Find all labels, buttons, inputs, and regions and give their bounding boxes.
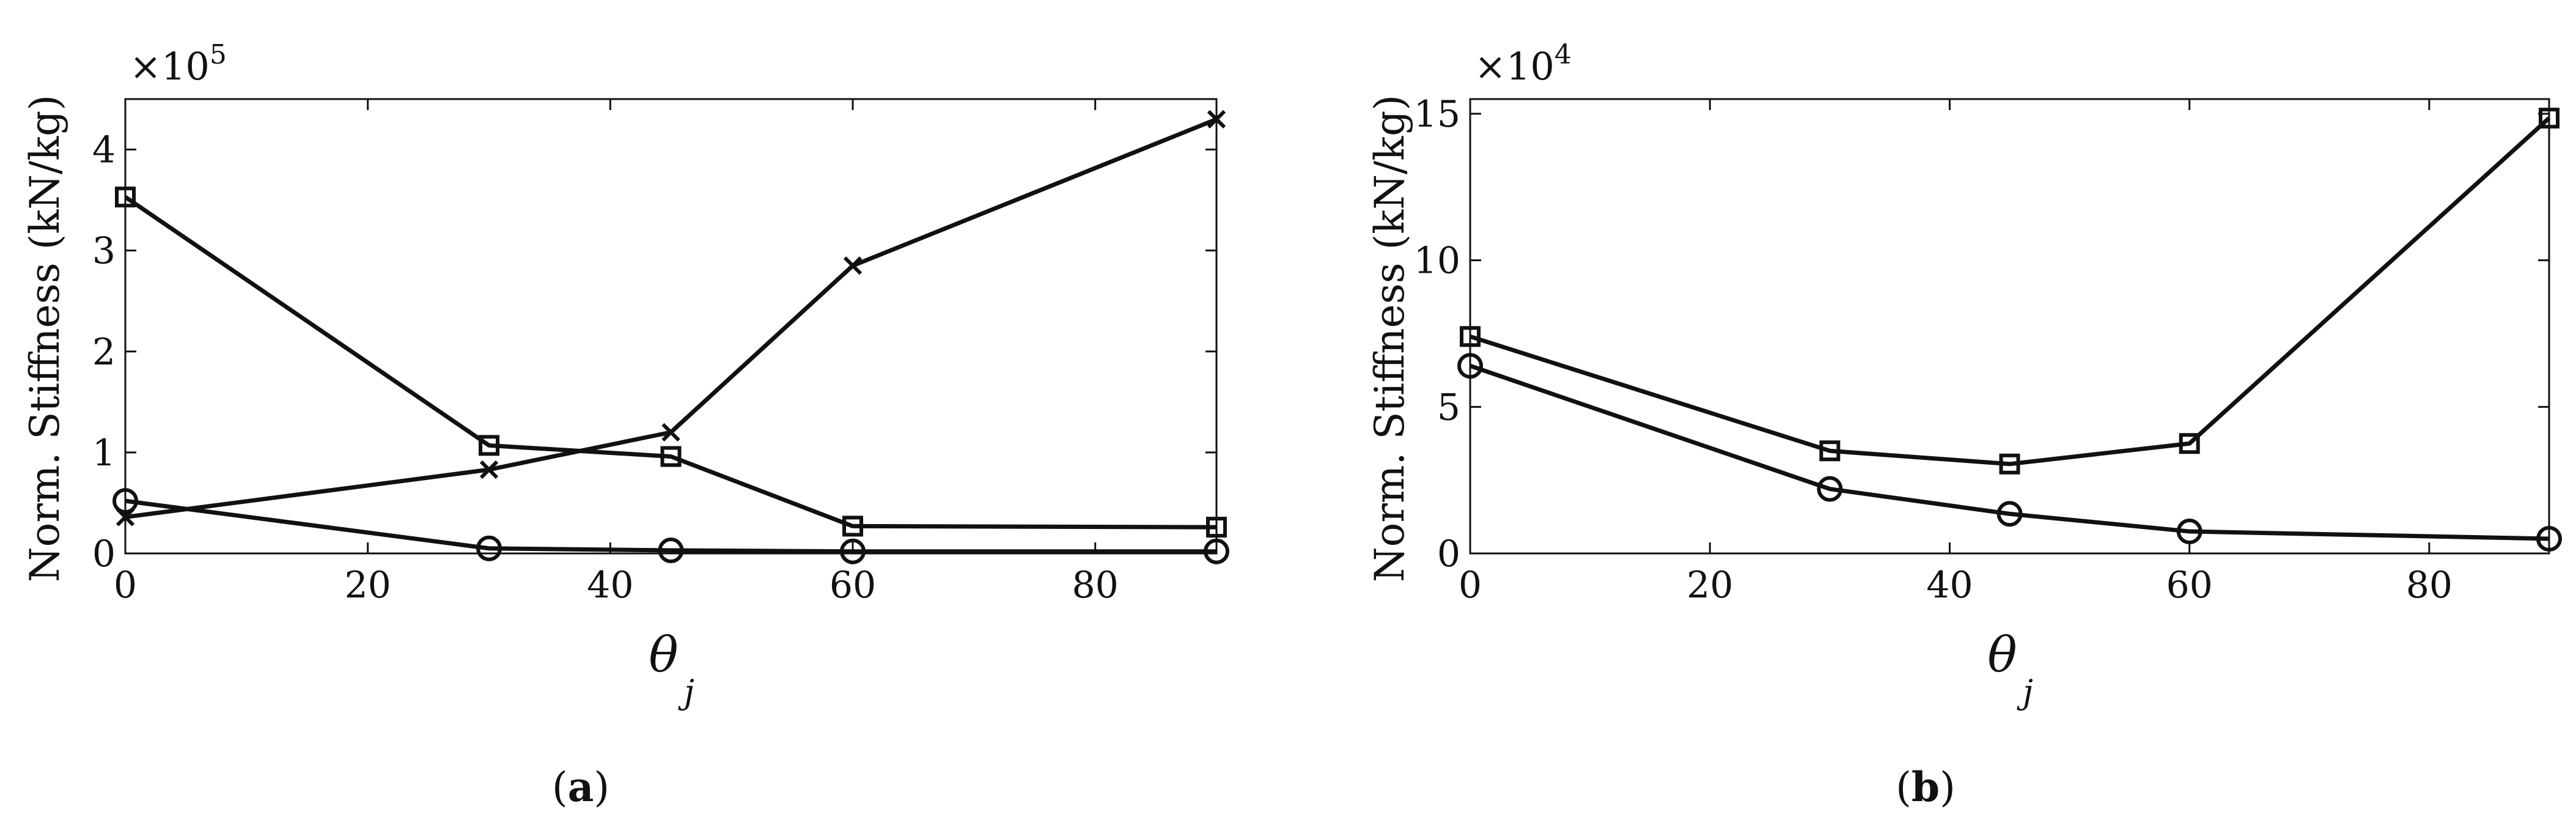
circle-marker	[1457, 353, 1483, 379]
series-line-circle	[125, 498, 1216, 554]
panel-caption: (a)	[552, 763, 609, 811]
x-marker	[843, 256, 863, 275]
series-line-circle	[1469, 363, 2550, 541]
y-tick-label: 15	[1414, 93, 1460, 136]
y-tick-label: 0	[92, 533, 116, 575]
series-line-square	[124, 195, 1217, 530]
y-axis-label: Norm. Stiffness (kN/kg)	[1366, 95, 1413, 582]
y-multiplier-exponent: 5	[210, 39, 227, 70]
circle-marker	[1996, 501, 2023, 527]
circle-marker	[2536, 526, 2562, 552]
x-marker-stroke	[843, 256, 863, 275]
square-marker	[2179, 433, 2200, 454]
x-marker-stroke	[1207, 109, 1226, 129]
y-tick-label: 0	[1437, 533, 1460, 575]
x-tick-label: 80	[2406, 564, 2453, 607]
square-marker	[115, 187, 136, 208]
circle-marker	[2176, 519, 2202, 545]
square-marker	[1206, 517, 1227, 538]
y-multiplier-base: ×10	[130, 44, 210, 89]
y-tick-label: 1	[92, 432, 116, 475]
x-marker	[479, 460, 499, 479]
square-marker	[1460, 326, 1481, 347]
x-marker-stroke	[661, 423, 680, 442]
y-multiplier: ×105	[130, 39, 227, 89]
chart-panel-a: 0 20 40 60 80 0 1 2 3 4 ×105 Norm. Stiffness (kN/kg…	[21, 39, 1229, 811]
axes-box	[1469, 98, 2550, 555]
x-axis-label-subscript: j	[2017, 673, 2033, 711]
x-tick-label: 60	[830, 564, 876, 607]
panel-caption-letter: a	[568, 763, 594, 811]
panel-caption-letter: b	[1912, 763, 1940, 811]
square-marker	[660, 446, 682, 467]
x-marker	[661, 423, 680, 442]
circle-marker	[1817, 476, 1843, 502]
y-tick-label: 3	[92, 230, 116, 273]
y-tick-label: 2	[92, 331, 116, 374]
circle-marker	[476, 535, 502, 561]
square-marker	[479, 435, 499, 456]
x-tick-label: 40	[1926, 564, 1973, 607]
x-tick-label: 60	[2166, 564, 2212, 607]
y-axis-label: Norm. Stiffness (kN/kg)	[21, 95, 68, 582]
circle-marker	[840, 538, 866, 564]
y-multiplier-exponent: 4	[1555, 39, 1572, 70]
x-tick-label: 0	[1459, 564, 1482, 607]
circle-marker	[658, 538, 684, 564]
square-marker	[1819, 440, 1841, 462]
x-tick-label: 0	[114, 564, 137, 607]
y-multiplier-base: ×10	[1474, 44, 1555, 89]
x-tick-label: 20	[1687, 564, 1733, 607]
y-tick-label: 10	[1414, 240, 1460, 283]
x-axis-label: θ	[1987, 626, 2017, 683]
chart-panel-b: 0 20 40 60 80 0 5 10 15 ×104 Norm. Stiffness (kN/k…	[1366, 39, 2562, 811]
circle-marker	[1204, 538, 1229, 564]
y-multiplier: ×104	[1474, 39, 1572, 89]
y-tick-label: 4	[92, 129, 116, 172]
square-marker	[2539, 108, 2559, 129]
axes-box	[124, 98, 1218, 555]
x-axis-label: θ	[649, 626, 678, 683]
series-line-square	[1469, 116, 2551, 467]
x-tick-label: 20	[344, 564, 391, 607]
x-tick-label: 80	[1072, 564, 1118, 607]
square-marker	[1999, 453, 2020, 475]
circle-marker	[112, 488, 138, 514]
x-marker-stroke	[479, 460, 499, 479]
y-tick-label: 5	[1437, 386, 1460, 429]
panel-caption: (b)	[1896, 763, 1956, 811]
x-marker	[1207, 109, 1226, 129]
square-marker	[842, 516, 863, 537]
x-axis-label-subscript: j	[678, 673, 694, 711]
x-tick-label: 40	[587, 564, 633, 607]
